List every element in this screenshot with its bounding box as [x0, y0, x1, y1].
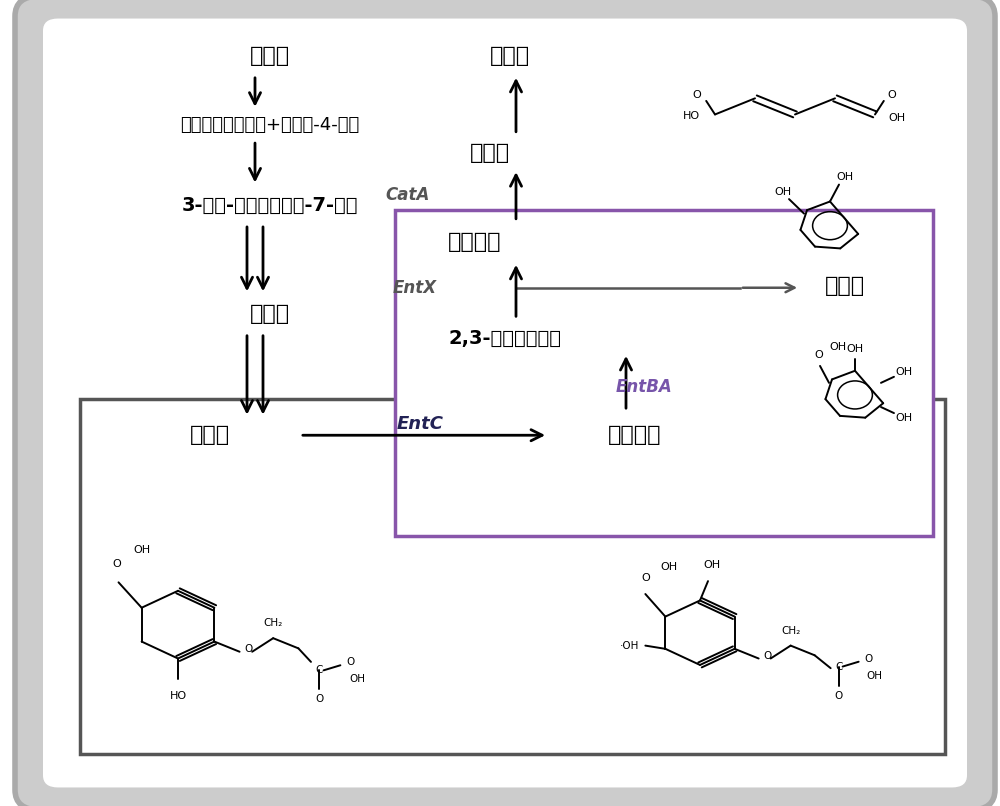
Text: OH: OH: [829, 342, 847, 351]
Text: OH: OH: [888, 113, 906, 123]
Text: 磷酸烯醇式丙酮酸+赤藓糖-4-磷酸: 磷酸烯醇式丙酮酸+赤藓糖-4-磷酸: [180, 116, 360, 134]
Text: 粘康酸: 粘康酸: [490, 47, 530, 66]
Text: O: O: [245, 644, 253, 654]
Text: 葡萄糖: 葡萄糖: [250, 47, 290, 66]
Bar: [80, 399, 945, 754]
Text: O: O: [112, 559, 121, 569]
Text: CatA: CatA: [386, 186, 430, 204]
Text: O: O: [347, 657, 355, 667]
Text: C: C: [316, 665, 323, 675]
Text: OH: OH: [774, 187, 792, 197]
Text: O: O: [315, 694, 323, 704]
Text: OH: OH: [133, 545, 150, 555]
Text: 3-脱氧-阿拉伯庚酮糖-7-磷酸: 3-脱氧-阿拉伯庚酮糖-7-磷酸: [182, 196, 358, 215]
Text: OH: OH: [349, 674, 365, 683]
FancyBboxPatch shape: [15, 0, 995, 806]
Text: OH: OH: [846, 344, 864, 354]
Text: EntC: EntC: [396, 415, 444, 433]
Text: 分支酸: 分支酸: [190, 426, 230, 445]
Text: HO: HO: [682, 111, 700, 121]
FancyBboxPatch shape: [43, 19, 967, 787]
Text: O: O: [693, 90, 701, 100]
Text: HO: HO: [169, 691, 187, 700]
Text: O: O: [865, 654, 873, 663]
Text: OH: OH: [661, 562, 678, 571]
Text: OH: OH: [836, 172, 854, 182]
Text: 肠菌素: 肠菌素: [825, 276, 865, 296]
Text: 莽草酸: 莽草酸: [250, 305, 290, 324]
Text: OH: OH: [867, 671, 883, 681]
Bar: [395, 210, 933, 536]
Text: 邻苯二酚: 邻苯二酚: [448, 232, 502, 251]
Text: CH₂: CH₂: [781, 626, 800, 636]
Text: O: O: [641, 573, 650, 583]
Text: 2,3-二羟基苯甲酸: 2,3-二羟基苯甲酸: [448, 329, 562, 348]
Text: ·OH: ·OH: [620, 641, 639, 650]
Text: OH: OH: [896, 367, 913, 377]
Text: O: O: [835, 691, 843, 700]
Text: O: O: [814, 350, 823, 360]
Text: OH: OH: [896, 413, 913, 423]
Text: CH₂: CH₂: [264, 618, 283, 628]
Text: EntBA: EntBA: [616, 378, 672, 396]
Text: O: O: [763, 651, 772, 661]
Text: EntX: EntX: [393, 279, 437, 297]
Text: C: C: [835, 662, 842, 671]
Text: 异分支酸: 异分支酸: [608, 426, 662, 445]
Text: O: O: [887, 90, 896, 100]
Text: OH: OH: [703, 560, 721, 570]
Text: 粘康酸: 粘康酸: [470, 143, 510, 163]
